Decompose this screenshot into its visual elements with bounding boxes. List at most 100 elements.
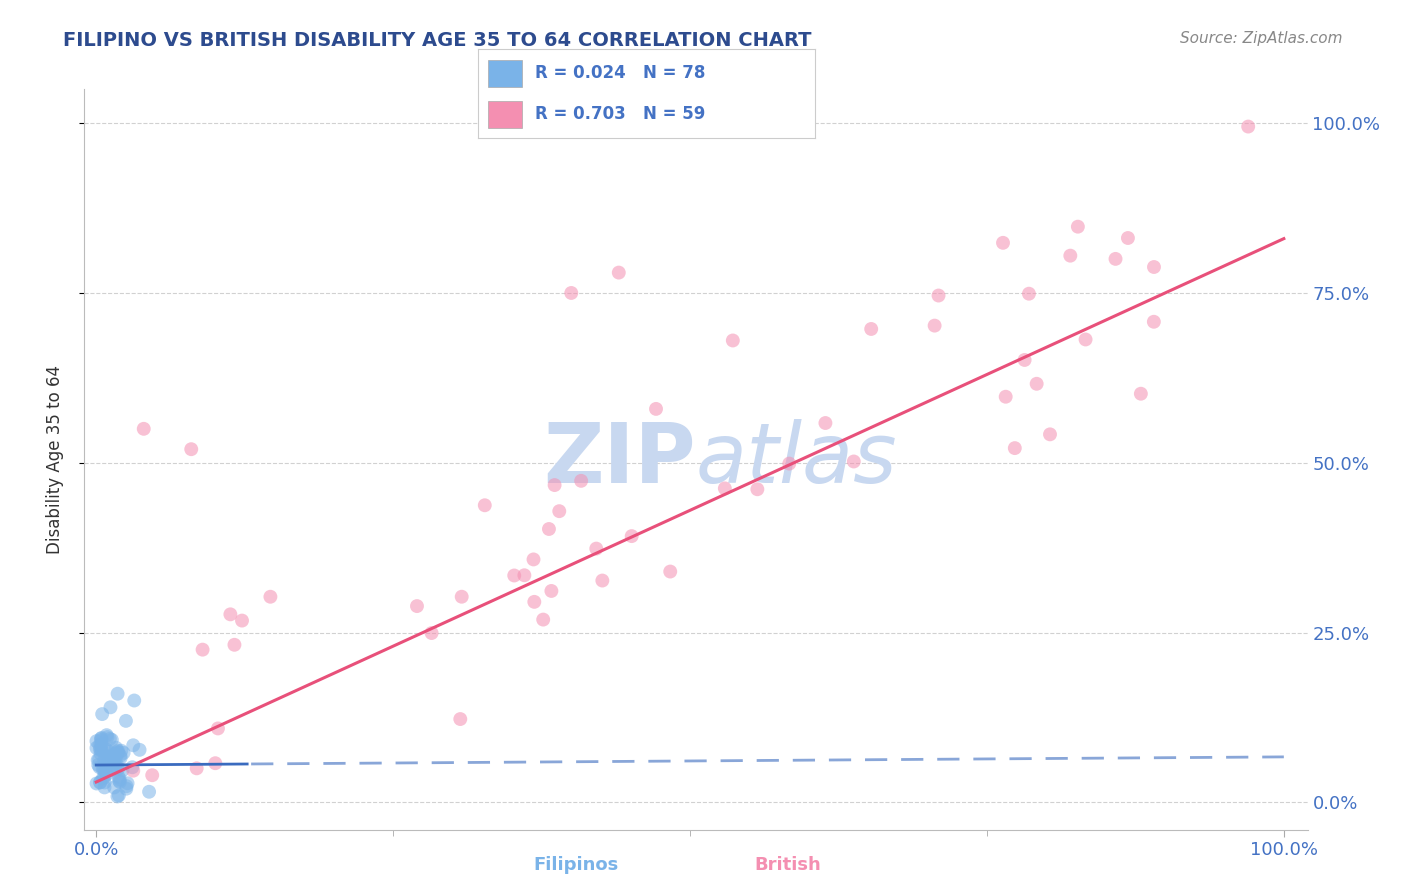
Point: [141, 768, 163, 782]
Point: [1014, 353, 1036, 368]
Point: [1237, 120, 1260, 134]
Point: [219, 607, 242, 622]
FancyBboxPatch shape: [488, 101, 522, 128]
Point: [111, 764, 134, 778]
Point: [105, 749, 128, 764]
Point: [93, 780, 115, 795]
Point: [991, 235, 1014, 250]
Point: [90, 747, 112, 761]
Point: [537, 522, 560, 536]
Point: [86, 753, 108, 767]
Point: [89, 760, 111, 774]
Point: [1025, 376, 1047, 391]
Point: [231, 614, 253, 628]
Point: [924, 318, 946, 333]
Point: [94, 764, 117, 779]
Text: British: British: [754, 855, 821, 873]
Point: [1074, 333, 1097, 347]
Point: [513, 568, 536, 582]
Point: [548, 504, 571, 518]
Point: [86, 776, 108, 790]
Point: [128, 743, 150, 757]
Point: [591, 574, 613, 588]
Point: [122, 764, 145, 778]
Point: [103, 750, 125, 764]
Point: [105, 745, 128, 759]
Point: [90, 744, 112, 758]
Point: [503, 568, 526, 582]
Point: [607, 266, 630, 280]
Point: [543, 478, 565, 492]
Point: [105, 761, 128, 775]
Point: [122, 739, 145, 753]
Point: [86, 734, 108, 748]
Point: [103, 756, 125, 770]
Point: [1104, 252, 1126, 266]
Point: [522, 552, 544, 566]
Point: [101, 732, 124, 747]
Point: [474, 498, 496, 512]
Point: [94, 744, 117, 758]
Point: [259, 590, 281, 604]
Point: [91, 707, 114, 722]
Point: [96, 757, 118, 772]
Point: [994, 390, 1017, 404]
Point: [104, 760, 127, 774]
Point: [560, 285, 582, 300]
Point: [121, 760, 143, 774]
Text: ZIP: ZIP: [544, 419, 696, 500]
Point: [117, 776, 139, 790]
Point: [107, 746, 129, 760]
Point: [96, 728, 118, 742]
Point: [107, 762, 129, 776]
Point: [107, 770, 129, 784]
Point: [585, 541, 607, 556]
Point: [115, 781, 138, 796]
Point: [406, 599, 429, 613]
Point: [1143, 315, 1166, 329]
Text: atlas: atlas: [696, 419, 897, 500]
Point: [108, 772, 131, 787]
Point: [100, 700, 122, 714]
Point: [104, 740, 127, 755]
Point: [96, 730, 118, 744]
Point: [107, 789, 129, 804]
Point: [1004, 441, 1026, 455]
Point: [659, 565, 682, 579]
Point: [90, 731, 112, 745]
Point: [191, 642, 214, 657]
Point: [540, 584, 562, 599]
Point: [747, 482, 769, 496]
Point: [1067, 219, 1090, 234]
Point: [101, 763, 124, 777]
Point: [110, 750, 132, 764]
Point: [104, 754, 127, 768]
Point: [97, 751, 120, 765]
Point: [138, 785, 160, 799]
Point: [93, 775, 115, 789]
Point: [714, 482, 737, 496]
Text: FILIPINO VS BRITISH DISABILITY AGE 35 TO 64 CORRELATION CHART: FILIPINO VS BRITISH DISABILITY AGE 35 TO…: [63, 31, 811, 50]
Point: [86, 741, 108, 756]
Point: [91, 763, 114, 777]
Point: [105, 756, 128, 771]
Point: [620, 529, 643, 543]
Y-axis label: Disability Age 35 to 64: Disability Age 35 to 64: [45, 365, 63, 554]
Point: [87, 758, 110, 772]
Point: [1039, 427, 1062, 442]
Point: [180, 442, 202, 457]
Point: [90, 733, 112, 747]
Point: [97, 749, 120, 764]
Point: [89, 739, 111, 753]
Point: [96, 749, 118, 764]
Point: [108, 789, 131, 803]
Text: R = 0.024   N = 78: R = 0.024 N = 78: [536, 64, 706, 82]
Point: [1129, 386, 1152, 401]
Point: [814, 416, 837, 430]
Point: [204, 756, 226, 771]
Point: [98, 731, 121, 746]
Point: [1018, 286, 1040, 301]
Point: [97, 744, 120, 758]
Point: [93, 754, 115, 768]
Point: [531, 613, 554, 627]
